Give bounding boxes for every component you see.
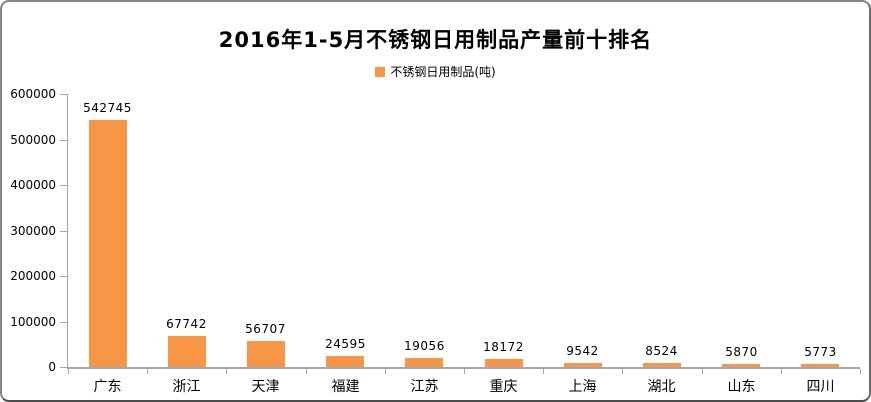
x-axis-tick <box>306 369 307 374</box>
bar <box>247 341 285 367</box>
bar-value-label: 542745 <box>83 101 132 115</box>
bar <box>168 336 206 367</box>
bar-value-label: 5870 <box>725 345 758 359</box>
x-axis-category-label: 福建 <box>331 379 360 395</box>
bar <box>801 364 839 367</box>
y-axis-tick <box>60 185 68 186</box>
y-axis-tick <box>60 367 68 368</box>
bar <box>564 363 602 367</box>
x-axis-category-label: 江苏 <box>410 379 439 395</box>
x-axis-category-label: 山东 <box>727 379 756 395</box>
x-axis-tick <box>226 369 227 374</box>
y-axis-tick-label: 0 <box>48 360 56 374</box>
x-axis-tick <box>543 369 544 374</box>
y-axis-tick-label: 100000 <box>10 315 56 329</box>
legend-label: 不锈钢日用制品(吨) <box>390 65 496 79</box>
bar <box>485 359 523 367</box>
bar-value-label: 56707 <box>245 322 286 336</box>
y-axis-tick <box>60 140 68 141</box>
y-axis-tick-label: 600000 <box>10 87 56 101</box>
bar-value-label: 9542 <box>566 344 599 358</box>
x-axis-category-label: 四川 <box>806 379 835 395</box>
x-axis-tick <box>860 369 861 374</box>
y-axis-tick-label: 200000 <box>10 269 56 283</box>
bar <box>722 364 760 367</box>
y-axis-tick <box>60 94 68 95</box>
bar-value-label: 5773 <box>804 345 837 359</box>
x-axis-tick <box>702 369 703 374</box>
y-axis-tick <box>60 276 68 277</box>
x-axis-tick <box>622 369 623 374</box>
x-axis-category-label: 浙江 <box>172 379 201 395</box>
y-axis-tick-label: 400000 <box>10 178 56 192</box>
legend: 不锈钢日用制品(吨) <box>2 63 869 80</box>
plot-area: 0 100000 200000 300000 400000 500000 600000 542… <box>10 87 861 395</box>
x-axis-category-label: 湖北 <box>647 379 676 395</box>
bar-value-label: 24595 <box>325 337 366 351</box>
x-axis-category-label: 广东 <box>93 379 122 395</box>
x-axis-category-label: 上海 <box>568 379 597 395</box>
y-axis-tick-label: 300000 <box>10 224 56 238</box>
x-axis-tick <box>68 369 69 374</box>
x-axis-tick <box>464 369 465 374</box>
x-axis-tick <box>781 369 782 374</box>
x-axis-category-label: 天津 <box>251 379 280 395</box>
y-axis-tick <box>60 231 68 232</box>
bar-value-label: 18172 <box>483 340 524 354</box>
legend-swatch-icon <box>375 66 386 77</box>
bar <box>89 120 127 367</box>
bar-value-label: 19056 <box>404 339 445 353</box>
bar <box>405 358 443 367</box>
x-axis-tick <box>385 369 386 374</box>
y-axis-tick-label: 500000 <box>10 133 56 147</box>
bar-value-label: 67742 <box>166 317 207 331</box>
chart-title: 2016年1-5月不锈钢日用制品产量前十排名 <box>218 28 653 52</box>
x-axis-category-label: 重庆 <box>489 379 518 395</box>
bar <box>326 356 364 367</box>
bar-value-label: 8524 <box>645 344 678 358</box>
x-axis-tick <box>147 369 148 374</box>
bar <box>643 363 681 367</box>
y-axis-tick <box>60 322 68 323</box>
